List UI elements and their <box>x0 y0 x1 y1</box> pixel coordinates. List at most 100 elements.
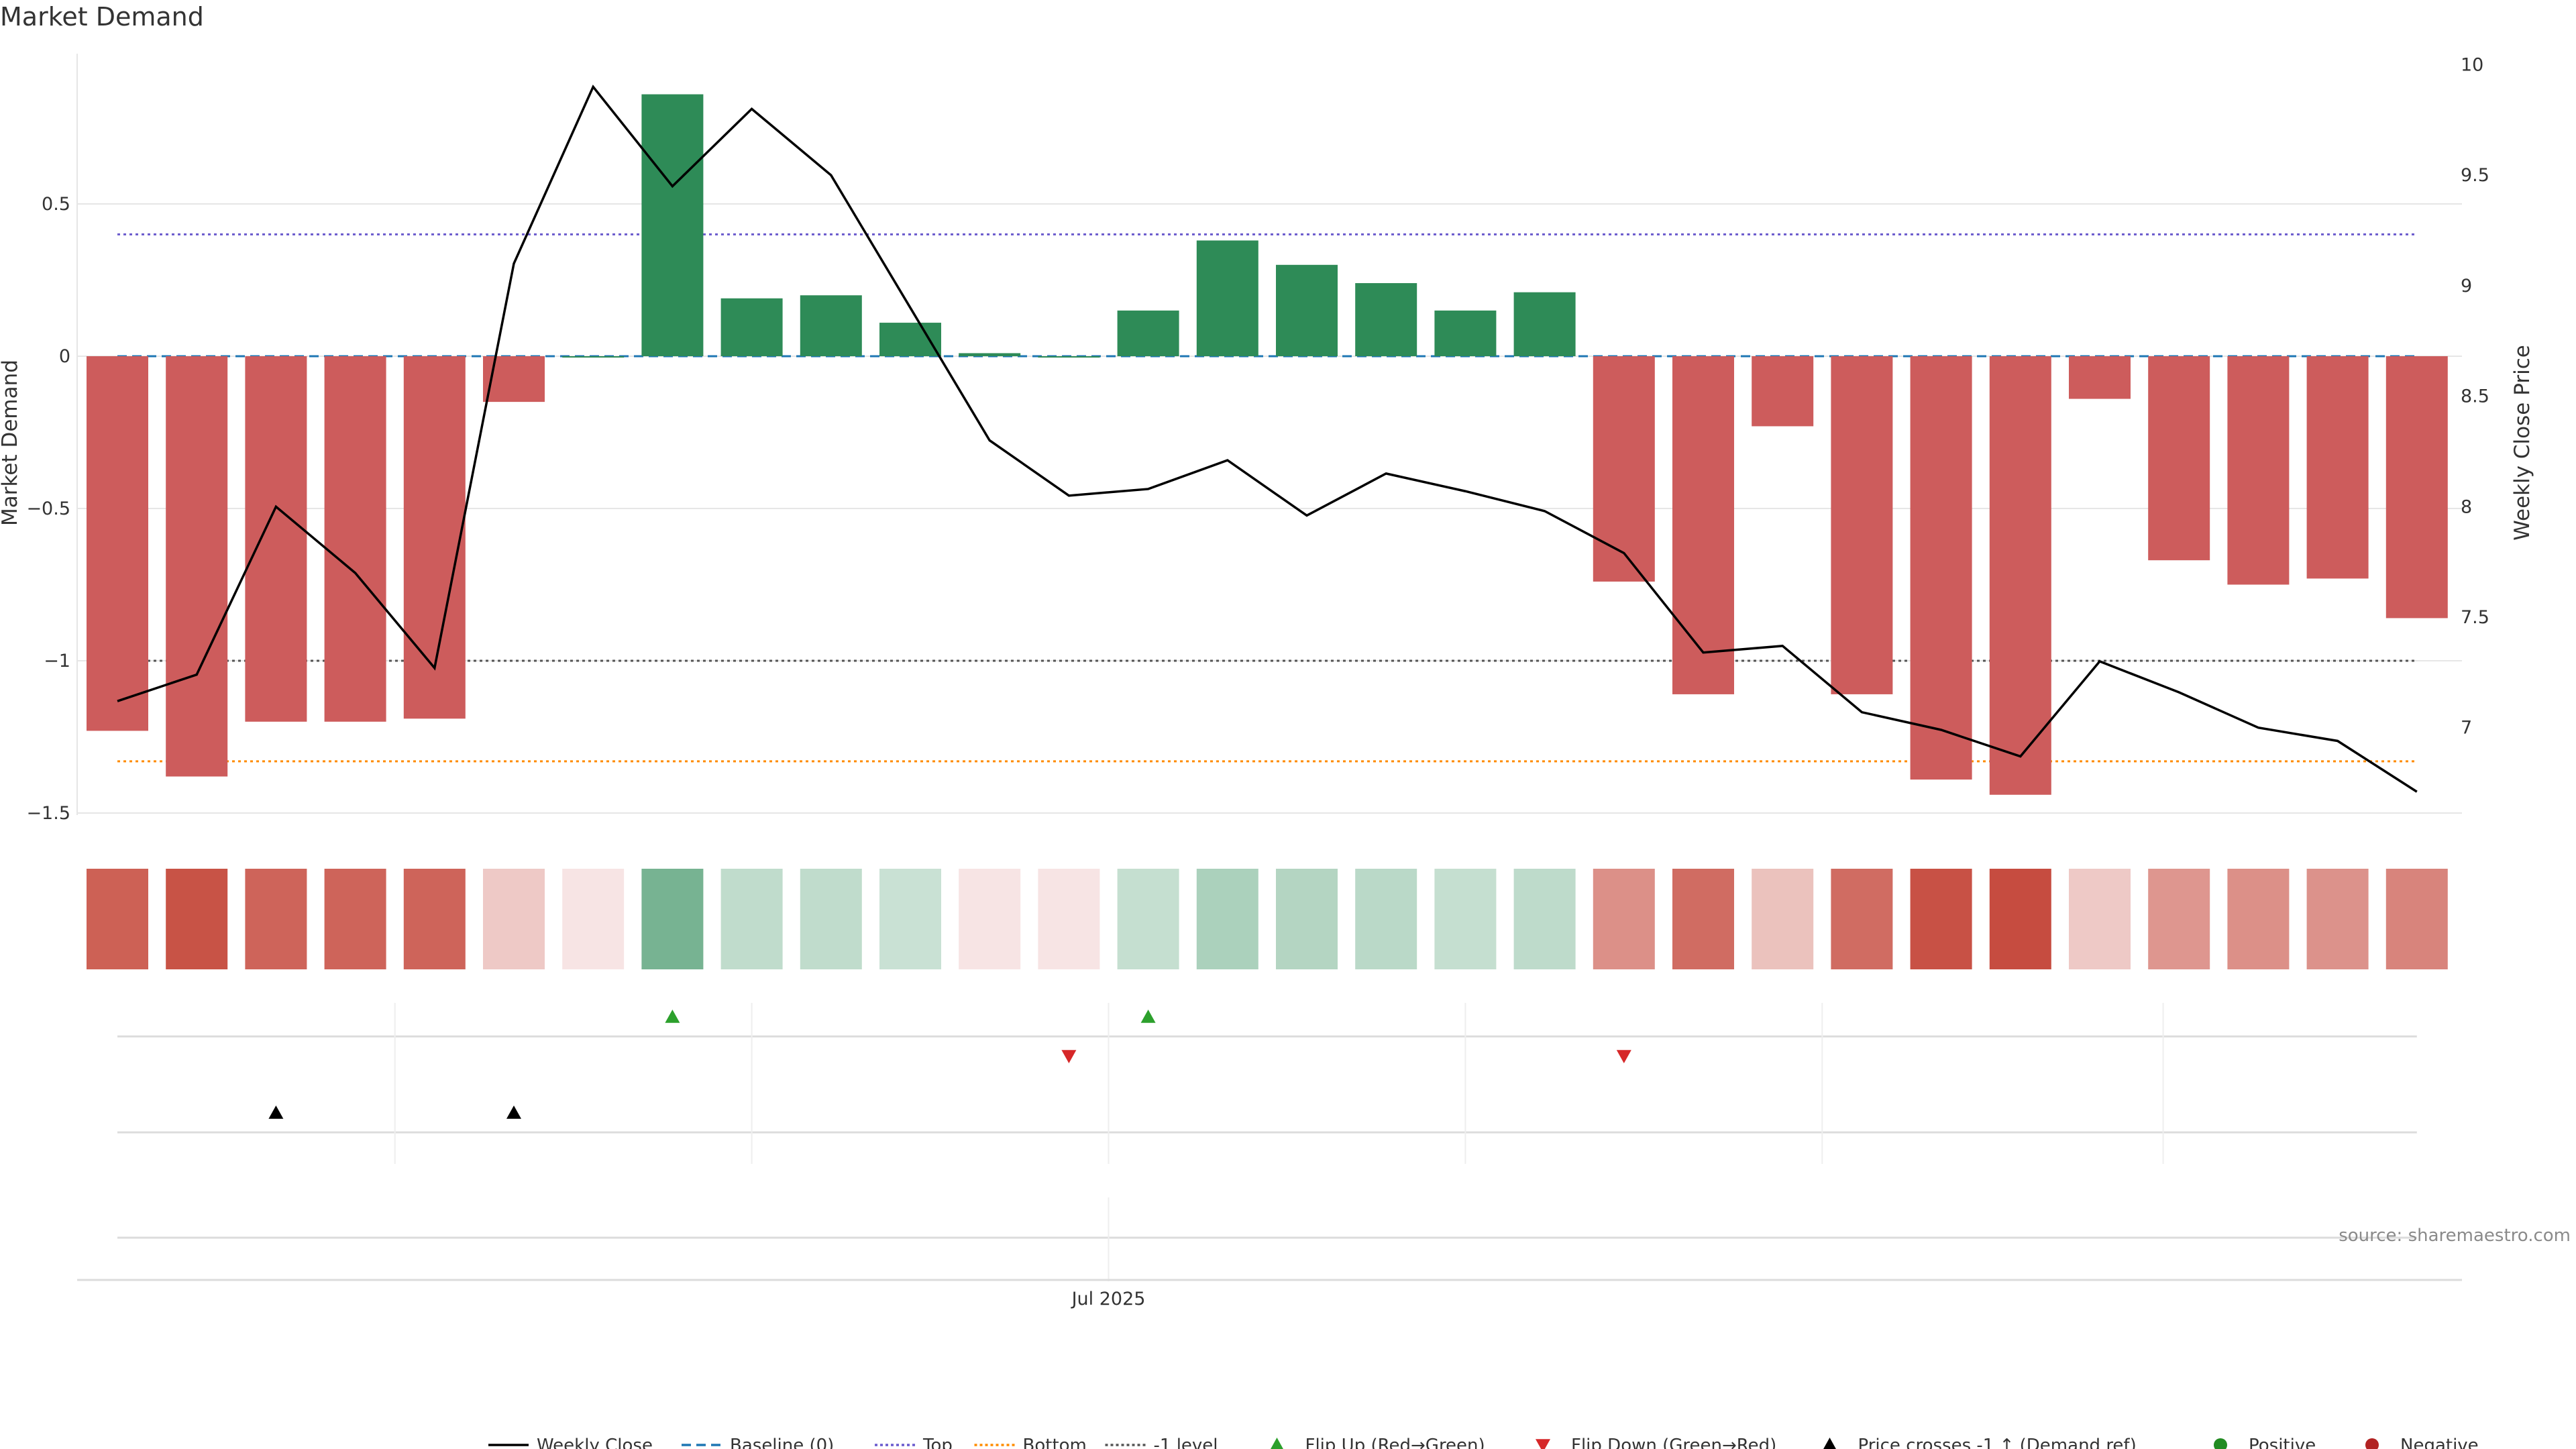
demand-bar <box>1752 356 1814 427</box>
y2-axis-label: Weekly Close Price <box>2510 345 2534 541</box>
legend-label: Baseline (0) <box>730 1436 834 1449</box>
demand-bar <box>403 356 466 719</box>
heat-cell <box>1038 869 1100 969</box>
heat-cell <box>2385 869 2448 969</box>
demand-bar <box>1196 240 1258 356</box>
y-tick-label: −1.5 <box>26 803 70 824</box>
demand-bar <box>1593 356 1655 582</box>
legend-item: Flip Down (Green→Red) <box>1536 1436 1776 1449</box>
demand-bar <box>720 298 783 356</box>
heat-cell <box>1831 869 1893 969</box>
demand-bar <box>879 323 941 356</box>
legend: Weekly Close Baseline (0) Top Bottom -1 leve… <box>488 1436 2479 1449</box>
heat-cell <box>2148 869 2210 969</box>
y-tick-label: 0 <box>59 346 70 367</box>
y2-tick-label: 8 <box>2461 496 2472 517</box>
heat-cell <box>1196 869 1258 969</box>
legend-label: Flip Up (Red→Green) <box>1305 1436 1485 1449</box>
heat-cell <box>403 869 466 969</box>
legend-item: Flip Up (Red→Green) <box>1271 1436 1485 1449</box>
demand-bars <box>87 94 2448 795</box>
heat-cell <box>641 869 704 969</box>
demand-bar <box>1276 264 1338 356</box>
demand-bar <box>1355 283 1417 356</box>
heat-cell <box>1276 869 1338 969</box>
y2-tick-label: 7 <box>2461 718 2472 739</box>
y2-tick-label: 7.5 <box>2461 607 2489 628</box>
x-axis: Jul 2025 <box>77 1279 2462 1309</box>
legend-item: Weekly Close <box>488 1436 653 1449</box>
legend-swatch <box>1823 1438 1836 1449</box>
heat-cell <box>2069 869 2131 969</box>
demand-bar <box>1989 356 2051 795</box>
heat-cell <box>1752 869 1814 969</box>
legend-swatch <box>2365 1438 2379 1449</box>
demand-bar <box>641 94 704 356</box>
legend-label: Top <box>922 1436 953 1449</box>
legend-label: -1 level <box>1154 1436 1218 1449</box>
heat-cell <box>87 869 148 969</box>
heat-cell <box>1672 869 1734 969</box>
legend-swatch <box>1536 1439 1550 1449</box>
legend-item: Top <box>875 1436 953 1449</box>
flip-up-marker <box>665 1010 680 1023</box>
demand-bar <box>1513 292 1576 356</box>
legend-item: Bottom <box>974 1436 1087 1449</box>
y-tick-label: 0.5 <box>42 194 70 215</box>
y-tick-label: −1 <box>44 651 70 672</box>
legend-item: Negative <box>2365 1436 2479 1449</box>
demand-bar <box>562 356 625 358</box>
signal-markers <box>117 1003 2417 1281</box>
demand-bar <box>959 353 1021 356</box>
demand-bar <box>800 295 862 356</box>
heat-cell <box>166 869 228 969</box>
y2-tick-label: 10 <box>2461 54 2483 75</box>
heat-cell <box>1989 869 2051 969</box>
y2-tick-label: 8.5 <box>2461 386 2489 407</box>
legend-label: Positive <box>2249 1436 2316 1449</box>
heat-cell <box>1434 869 1497 969</box>
price-line <box>117 85 2418 793</box>
flip-down-marker <box>1061 1050 1077 1063</box>
demand-bar <box>1831 356 1893 694</box>
heat-cell <box>2306 869 2369 969</box>
heat-cell <box>562 869 625 969</box>
flip-down-marker <box>1616 1050 1631 1063</box>
heat-cell <box>245 869 307 969</box>
demand-bar <box>1434 310 1497 356</box>
y-tick-label: −0.5 <box>26 498 70 519</box>
demand-bar <box>1038 356 1100 358</box>
demand-bar <box>2069 356 2131 399</box>
weekly-close-line <box>117 85 2418 793</box>
legend-swatch <box>1271 1438 1283 1449</box>
heat-cell <box>1513 869 1576 969</box>
flip-up-marker <box>1140 1010 1156 1023</box>
demand-bar <box>1672 356 1734 694</box>
y2-tick-label: 9.5 <box>2461 165 2489 186</box>
demand-bar <box>87 356 148 731</box>
legend-item: -1 level <box>1105 1436 1218 1449</box>
demand-bar <box>2306 356 2369 579</box>
demand-bar <box>2385 356 2448 619</box>
chart-title: Market Demand <box>0 2 204 32</box>
heat-cell <box>720 869 783 969</box>
heat-cell <box>1355 869 1417 969</box>
heat-cell <box>959 869 1021 969</box>
heat-cell <box>324 869 386 969</box>
demand-bar <box>2148 356 2210 561</box>
price-cross-marker <box>268 1106 284 1119</box>
price-cross-marker <box>506 1106 521 1119</box>
heat-cell <box>879 869 941 969</box>
right-axis: 10 9.5 9 8.5 8 7.5 7 <box>2461 54 2489 738</box>
legend-item: Baseline (0) <box>682 1436 834 1449</box>
y-axis-label: Market Demand <box>0 360 22 526</box>
heat-cell <box>1593 869 1655 969</box>
demand-bar <box>1117 310 1179 356</box>
legend-item: Price crosses -1 ↑ (Demand ref) <box>1823 1436 2137 1449</box>
heat-cell <box>800 869 862 969</box>
demand-bar <box>2227 356 2290 585</box>
left-axis: 0.5 0 −0.5 −1 −1.5 <box>26 194 70 824</box>
legend-label: Weekly Close <box>537 1436 653 1449</box>
demand-bar <box>324 356 386 722</box>
